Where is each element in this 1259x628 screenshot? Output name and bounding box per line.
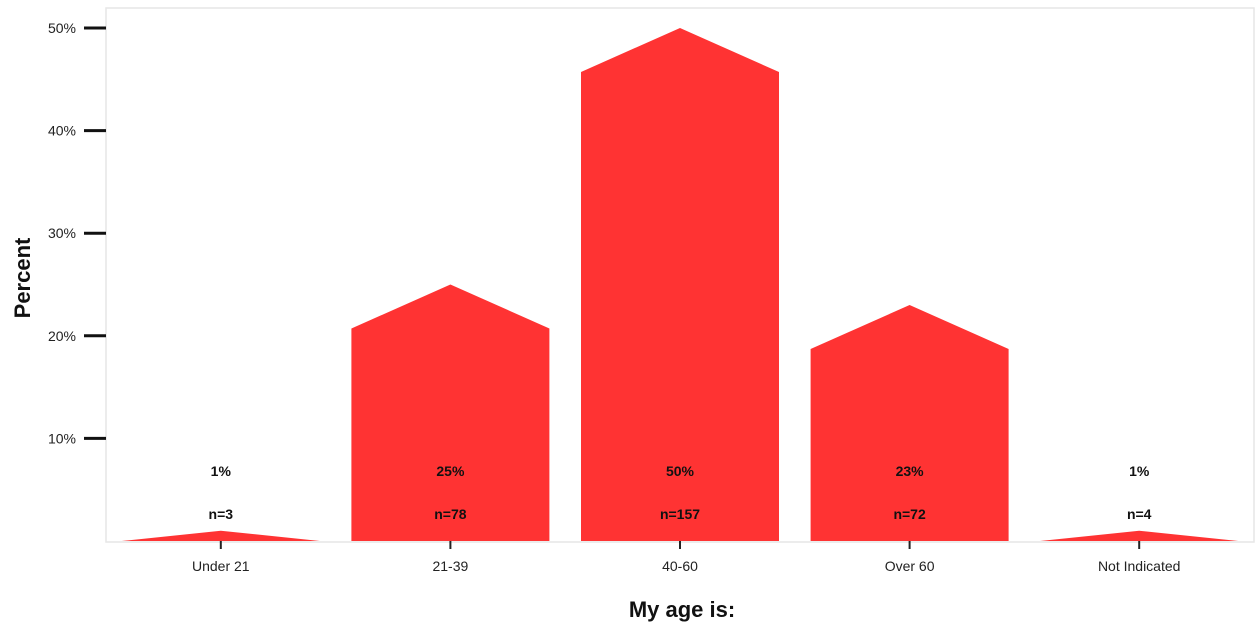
x-tick-label: Over 60 [885, 558, 935, 574]
x-tick-label: Under 21 [192, 558, 250, 574]
percent-label: 25% [436, 463, 465, 479]
bars-group [121, 28, 1239, 541]
bar-40-60 [581, 28, 779, 541]
bar-over-60 [810, 305, 1009, 541]
x-tick-label: Not Indicated [1098, 558, 1181, 574]
percent-label: 23% [896, 463, 925, 479]
x-axis-title: My age is: [629, 597, 735, 622]
data-labels-group: 1% n=3 25% n=78 50% n=157 23% n=72 1% n=4 [209, 463, 1152, 522]
count-label: n=72 [893, 506, 926, 522]
percent-label: 1% [1129, 463, 1150, 479]
x-axis: Under 21 21-39 40-60 Over 60 Not Indicated [192, 541, 1180, 574]
count-label: n=4 [1127, 506, 1152, 522]
bar-not-indicated [1040, 530, 1239, 541]
y-tick-label: 30% [48, 225, 76, 241]
x-tick-label: 40-60 [662, 558, 698, 574]
y-axis: 10% 20% 30% 40% 50% [48, 20, 106, 446]
y-tick-label: 50% [48, 20, 76, 36]
y-tick-label: 20% [48, 328, 76, 344]
count-label: n=3 [209, 506, 234, 522]
count-label: n=78 [434, 506, 467, 522]
bar-21-39 [351, 284, 550, 541]
count-label: n=157 [660, 506, 700, 522]
y-tick-label: 40% [48, 123, 76, 139]
bar-under-21 [121, 530, 320, 541]
y-tick-label: 10% [48, 430, 76, 446]
percent-label: 1% [211, 463, 232, 479]
y-axis-title: Percent [10, 237, 35, 318]
percent-label: 50% [666, 463, 695, 479]
x-tick-label: 21-39 [432, 558, 468, 574]
